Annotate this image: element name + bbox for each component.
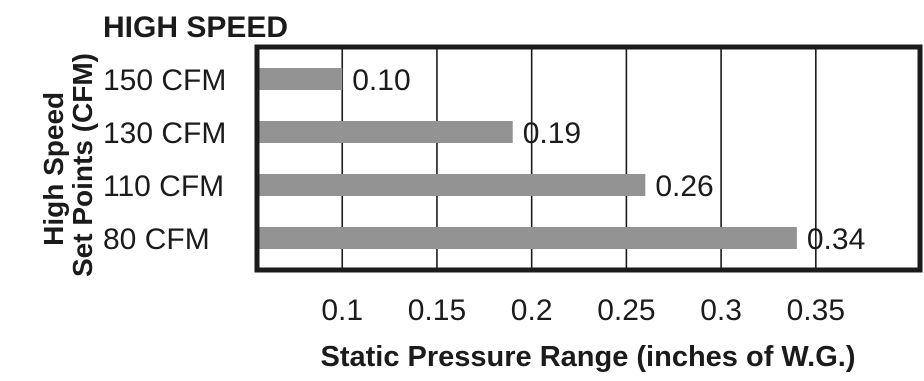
chart-title: HIGH SPEED xyxy=(103,11,288,44)
value-labels: 0.10 0.19 0.26 0.34 xyxy=(352,64,865,256)
category-labels: 150 CFM 130 CFM 110 CFM 80 CFM xyxy=(103,64,226,256)
value-label: 0.19 xyxy=(523,117,581,150)
category-label: 80 CFM xyxy=(103,223,210,256)
bar xyxy=(257,174,646,196)
bar xyxy=(257,227,797,249)
category-label: 130 CFM xyxy=(103,117,226,150)
value-label: 0.26 xyxy=(655,170,713,203)
bar xyxy=(257,121,513,143)
x-tick-label: 0.2 xyxy=(511,294,553,327)
value-label: 0.10 xyxy=(352,64,410,97)
y-axis-label: High Speed Set Points (CFM) xyxy=(38,53,98,277)
bars xyxy=(257,68,797,249)
y-axis-label-line-1: High Speed xyxy=(38,92,69,246)
x-tick-label: 0.25 xyxy=(597,294,655,327)
x-tick-label: 0.15 xyxy=(408,294,466,327)
category-label: 150 CFM xyxy=(103,64,226,97)
x-tick-label: 0.1 xyxy=(321,294,363,327)
value-label: 0.34 xyxy=(807,223,865,256)
plot-frame xyxy=(254,44,923,273)
y-axis-label-line-2: Set Points (CFM) xyxy=(67,53,98,277)
x-tick-label: 0.35 xyxy=(787,294,845,327)
x-axis-label: Static Pressure Range (inches of W.G.) xyxy=(320,341,855,373)
x-tick-label: 0.3 xyxy=(700,294,742,327)
bar xyxy=(257,68,343,90)
x-tick-labels: 0.1 0.15 0.2 0.25 0.3 0.35 xyxy=(321,294,845,327)
category-label: 110 CFM xyxy=(103,170,224,203)
